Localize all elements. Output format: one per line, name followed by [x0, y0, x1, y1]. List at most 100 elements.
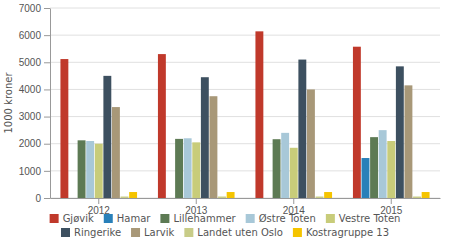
bar-series [103, 60, 403, 198]
x-tick-mark [196, 198, 197, 204]
legend-swatch [246, 214, 255, 223]
bar [158, 54, 166, 198]
bar [255, 31, 263, 198]
y-axis: 0 1000 2000 3000 4000 5000 6000 7000 [19, 3, 51, 204]
bar [298, 60, 306, 198]
legend-label: Ringerike [74, 227, 121, 238]
legend-swatch [160, 214, 169, 223]
legend-label: Kostragruppe 13 [306, 227, 389, 238]
x-tick-mark [391, 198, 392, 204]
bar [129, 192, 137, 198]
bar [413, 197, 421, 198]
legend-label: Hamar [117, 213, 152, 224]
bar [121, 197, 129, 198]
bar [362, 158, 370, 198]
bar [273, 139, 281, 198]
legend-label: Vestre Toten [339, 213, 401, 224]
y-tick-mark [44, 62, 50, 63]
bar [387, 141, 395, 198]
legend-item: Kostragruppe 13 [293, 227, 389, 238]
legend-swatch [326, 214, 335, 223]
legend-swatch [50, 214, 59, 223]
bar [112, 107, 120, 198]
legend-swatch [61, 228, 70, 237]
bar [78, 140, 86, 198]
bar [370, 137, 378, 198]
bar [281, 133, 289, 198]
bar [103, 76, 111, 198]
legend-swatch [293, 228, 302, 237]
bar [175, 139, 183, 198]
legend-label: Gjøvik [63, 213, 94, 224]
bar [201, 77, 209, 198]
legend-item: Hamar [104, 213, 152, 224]
y-tick-mark [44, 144, 50, 145]
legend-swatch [184, 228, 193, 237]
bar [404, 85, 412, 198]
bar [192, 142, 200, 198]
y-tick: 1000 [19, 166, 50, 177]
y-tick-mark [44, 171, 50, 172]
legend-label: Landet uten Oslo [197, 227, 283, 238]
y-tick-label: 5000 [19, 57, 42, 68]
bar [316, 197, 324, 198]
legend-label: Østre Toten [259, 213, 316, 224]
grid [50, 8, 440, 198]
y-axis-title: 1000 kroner [3, 72, 14, 134]
legend-item: Larvik [131, 227, 175, 238]
y-tick: 7000 [19, 3, 50, 14]
y-tick: 5000 [19, 57, 50, 68]
plot: 0100020003000400050006000700020122013201… [19, 3, 441, 216]
y-tick-mark [44, 8, 50, 9]
bars [60, 31, 429, 198]
bar [95, 144, 103, 198]
bar [209, 96, 217, 198]
bar-series [129, 192, 429, 198]
bar-series [112, 85, 412, 198]
bar-series [60, 31, 360, 198]
x-tick-mark [293, 198, 294, 204]
legend-row: Gjøvik Hamar Lillehammer Østre Toten Vestre … [50, 213, 401, 224]
y-tick-mark [44, 35, 50, 36]
bar-series [78, 137, 378, 198]
grid-line [50, 8, 440, 9]
y-tick: 6000 [19, 30, 50, 41]
y-tick-label: 7000 [19, 3, 42, 14]
bar [227, 192, 235, 198]
bar-series [95, 141, 395, 198]
bar [324, 192, 332, 198]
y-axis-line [50, 9, 51, 199]
y-tick-label: 1000 [19, 166, 42, 177]
legend-item: Gjøvik [50, 213, 94, 224]
legend-swatch [104, 214, 113, 223]
bar [307, 89, 315, 198]
y-tick-mark [44, 198, 50, 199]
x-axis-line [51, 198, 441, 199]
y-tick: 0 [35, 193, 50, 204]
grid-line [50, 35, 440, 36]
legend-label: Lillehammer [173, 213, 236, 224]
bar-series [362, 158, 370, 198]
y-tick-mark [44, 117, 50, 118]
bar [218, 197, 226, 198]
bar [264, 198, 272, 199]
bar [379, 130, 387, 198]
x-tick-mark [98, 198, 99, 204]
legend-row: Ringerike Larvik Landet uten Oslo Kostragru… [61, 227, 389, 238]
bar [86, 141, 94, 198]
y-tick-label: 3000 [19, 111, 42, 122]
y-tick: 4000 [19, 84, 50, 95]
y-tick-label: 4000 [19, 84, 42, 95]
legend-item: Landet uten Oslo [184, 227, 283, 238]
bar [69, 198, 77, 199]
legend-label: Larvik [144, 227, 175, 238]
legend-item: Vestre Toten [326, 213, 401, 224]
bar-series [121, 197, 421, 198]
legend-item: Ringerike [61, 227, 121, 238]
y-tick-label: 6000 [19, 30, 42, 41]
bar-series [86, 130, 386, 198]
legend-item: Lillehammer [160, 213, 236, 224]
bar [353, 47, 361, 198]
y-tick-label: 2000 [19, 138, 42, 149]
y-tick: 2000 [19, 138, 50, 149]
